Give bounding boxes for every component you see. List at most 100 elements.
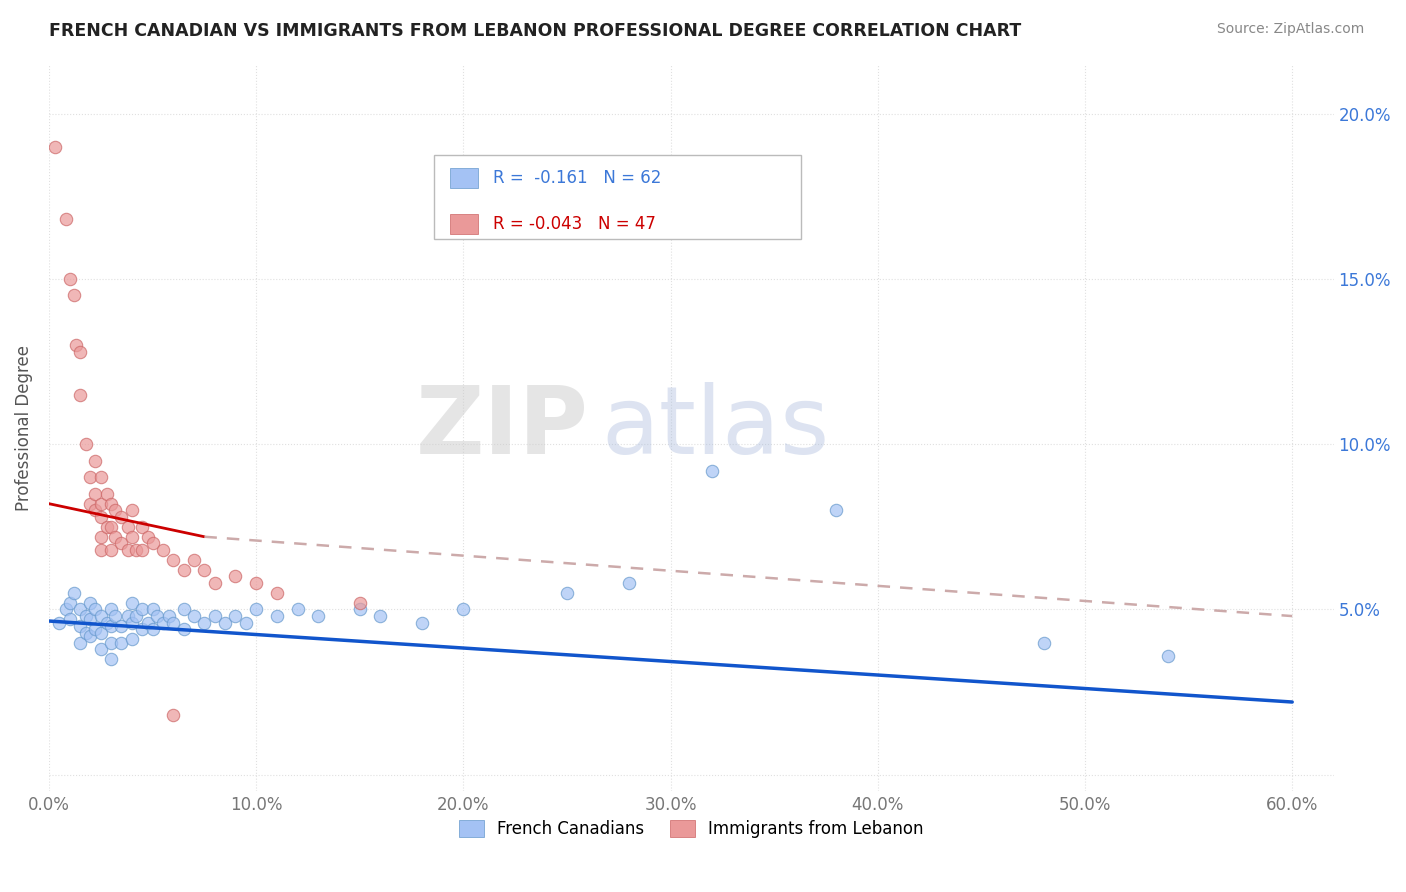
Point: [90, 642, 112, 657]
Point: [90, 625, 112, 640]
Point: [183, 609, 205, 624]
Point: [173, 622, 195, 636]
Point: [1157, 648, 1180, 663]
Point: [90, 543, 112, 558]
Point: [79, 612, 101, 626]
Point: [83, 503, 105, 517]
Point: [59, 596, 82, 610]
Point: [100, 520, 122, 534]
Point: [142, 536, 165, 550]
Point: [142, 622, 165, 636]
Point: [617, 576, 640, 591]
Point: [90, 510, 112, 524]
Point: [349, 596, 371, 610]
Text: FRENCH CANADIAN VS IMMIGRANTS FROM LEBANON PROFESSIONAL DEGREE CORRELATION CHART: FRENCH CANADIAN VS IMMIGRANTS FROM LEBAN…: [49, 22, 1022, 40]
Point: [75, 609, 97, 624]
Point: [162, 553, 184, 567]
Point: [287, 602, 309, 616]
Point: [110, 619, 132, 633]
Point: [131, 520, 153, 534]
Point: [204, 576, 226, 591]
Point: [104, 609, 127, 624]
Point: [83, 622, 105, 636]
Point: [100, 497, 122, 511]
Point: [90, 470, 112, 484]
Point: [69, 387, 91, 401]
Point: [453, 602, 475, 616]
Point: [349, 602, 371, 616]
Point: [125, 543, 148, 558]
Text: ZIP: ZIP: [416, 382, 589, 474]
Point: [121, 615, 143, 630]
Point: [157, 609, 180, 624]
Point: [90, 497, 112, 511]
Point: [100, 635, 122, 649]
Point: [104, 530, 127, 544]
Point: [110, 536, 132, 550]
Text: atlas: atlas: [602, 382, 830, 474]
Point: [117, 520, 139, 534]
Point: [245, 602, 267, 616]
Point: [173, 563, 195, 577]
Point: [700, 464, 723, 478]
Point: [75, 625, 97, 640]
Point: [162, 615, 184, 630]
Point: [152, 615, 174, 630]
Point: [96, 520, 118, 534]
Point: [152, 543, 174, 558]
Point: [1032, 635, 1054, 649]
Point: [193, 563, 215, 577]
Point: [125, 609, 148, 624]
Point: [83, 602, 105, 616]
Point: [193, 615, 215, 630]
Point: [69, 344, 91, 359]
Point: [55, 212, 77, 227]
Point: [825, 503, 848, 517]
Bar: [450, 168, 478, 188]
Point: [266, 586, 288, 600]
Point: [100, 652, 122, 666]
Point: [90, 609, 112, 624]
Point: [266, 609, 288, 624]
Point: [96, 487, 118, 501]
Point: [83, 454, 105, 468]
Bar: [450, 214, 478, 235]
Point: [110, 510, 132, 524]
Point: [104, 503, 127, 517]
Point: [131, 543, 153, 558]
FancyBboxPatch shape: [434, 155, 800, 238]
Point: [162, 708, 184, 723]
Point: [79, 470, 101, 484]
Point: [204, 609, 226, 624]
Point: [183, 553, 205, 567]
Text: R = -0.043   N = 47: R = -0.043 N = 47: [494, 215, 657, 233]
Point: [65, 338, 87, 352]
Y-axis label: Professional Degree: Professional Degree: [15, 344, 32, 510]
Point: [145, 609, 167, 624]
Point: [142, 602, 165, 616]
Point: [117, 543, 139, 558]
Point: [110, 635, 132, 649]
Point: [117, 609, 139, 624]
Point: [79, 596, 101, 610]
Point: [69, 602, 91, 616]
Point: [138, 615, 160, 630]
Point: [370, 609, 392, 624]
Point: [100, 543, 122, 558]
Point: [79, 497, 101, 511]
Point: [90, 530, 112, 544]
Point: [100, 602, 122, 616]
Point: [131, 622, 153, 636]
Point: [69, 619, 91, 633]
Point: [411, 615, 433, 630]
Point: [100, 619, 122, 633]
Point: [224, 609, 246, 624]
Point: [59, 272, 82, 286]
Point: [96, 615, 118, 630]
Text: Source: ZipAtlas.com: Source: ZipAtlas.com: [1216, 22, 1364, 37]
Point: [121, 503, 143, 517]
Point: [307, 609, 329, 624]
Point: [63, 586, 86, 600]
Point: [245, 576, 267, 591]
Point: [235, 615, 257, 630]
